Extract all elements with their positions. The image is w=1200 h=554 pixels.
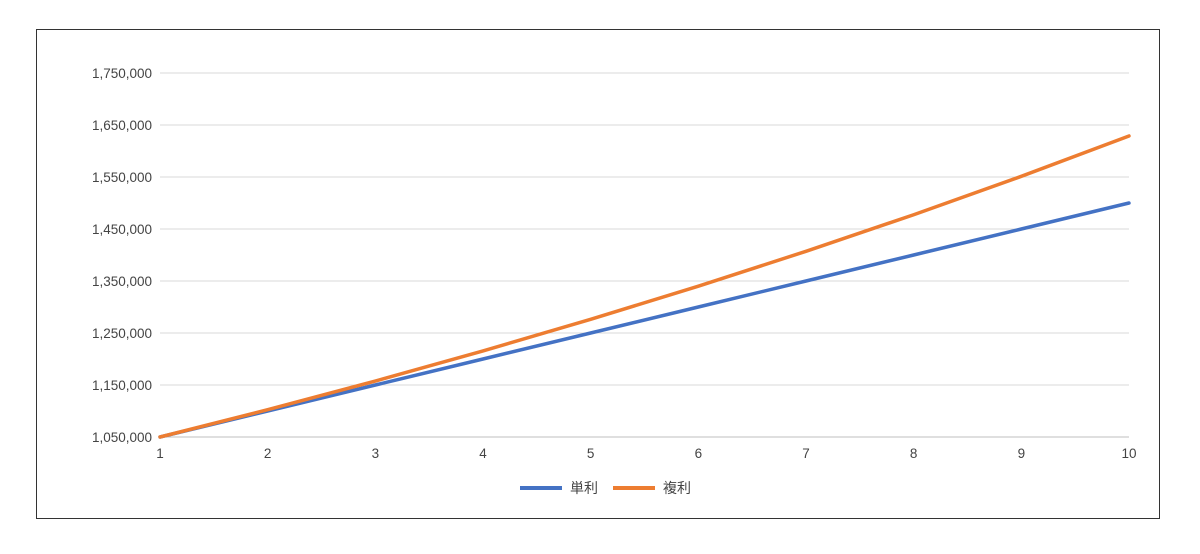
x-tick-label: 9 xyxy=(1018,446,1026,461)
y-tick-label: 1,350,000 xyxy=(92,274,152,289)
chart-frame: 1,050,000 1,150,000 1,250,000 1,350,000 1,45… xyxy=(36,29,1160,519)
y-tick-label: 1,050,000 xyxy=(92,430,152,445)
x-tick-label: 6 xyxy=(695,446,703,461)
legend-item-2: 複利 xyxy=(613,480,691,497)
y-tick-label: 1,650,000 xyxy=(92,118,152,133)
gridlines xyxy=(160,72,1129,438)
y-tick-label: 1,450,000 xyxy=(92,222,152,237)
x-tick-label: 2 xyxy=(264,446,272,461)
x-tick-label: 10 xyxy=(1121,446,1136,461)
series-lines xyxy=(158,134,1131,439)
x-tick-label: 5 xyxy=(587,446,595,461)
legend-item-1: 単利 xyxy=(520,481,598,497)
series-line-2 xyxy=(158,134,1131,439)
series-line-1 xyxy=(158,201,1131,439)
y-tick-label: 1,250,000 xyxy=(92,326,152,341)
line-chart: 1,050,000 1,150,000 1,250,000 1,350,000 1,45… xyxy=(92,66,1137,497)
x-axis-tick-labels: 1 2 3 4 5 6 7 8 9 10 xyxy=(156,446,1136,461)
legend: 単利 複利 xyxy=(520,480,691,497)
x-tick-label: 3 xyxy=(372,446,380,461)
y-tick-label: 1,150,000 xyxy=(92,378,152,393)
x-tick-label: 8 xyxy=(910,446,918,461)
y-axis-tick-labels: 1,050,000 1,150,000 1,250,000 1,350,000 1,45… xyxy=(92,66,152,445)
x-tick-label: 7 xyxy=(802,446,810,461)
y-tick-label: 1,750,000 xyxy=(92,66,152,81)
x-tick-label: 4 xyxy=(479,446,487,461)
x-tick-label: 1 xyxy=(156,446,164,461)
legend-label: 複利 xyxy=(663,480,691,497)
y-tick-label: 1,550,000 xyxy=(92,170,152,185)
legend-label: 単利 xyxy=(570,481,598,497)
